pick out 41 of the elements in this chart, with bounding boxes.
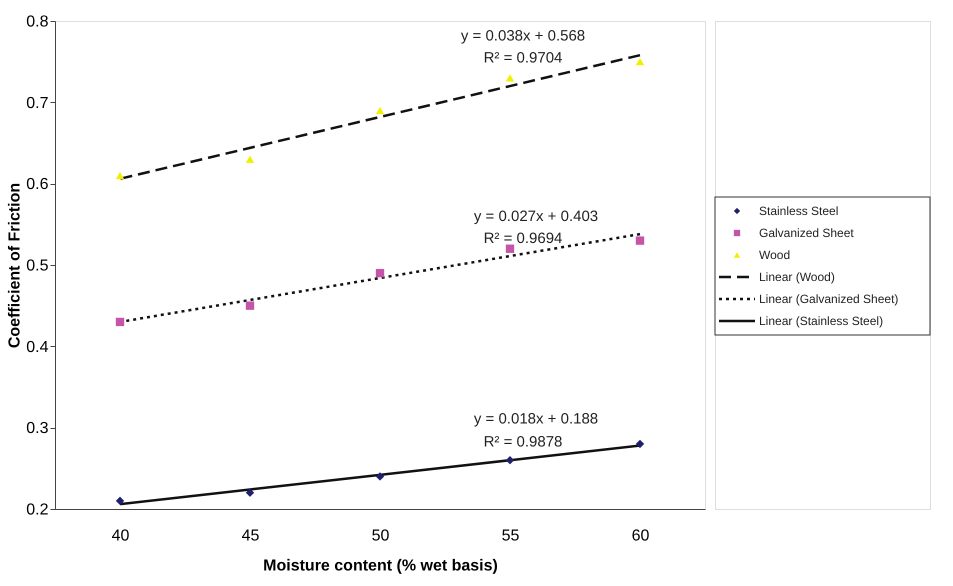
x-tick-label: 45 xyxy=(242,528,260,544)
point xyxy=(116,172,124,180)
x-tick-label: 55 xyxy=(502,528,520,544)
point xyxy=(116,318,124,326)
x-tick-label: 60 xyxy=(632,528,650,544)
x-tick-label: 40 xyxy=(112,528,130,544)
legend-label: Linear (Stainless Steel) xyxy=(759,314,884,328)
annotation: R² = 0.9878 xyxy=(484,433,562,450)
point xyxy=(246,301,254,310)
legend-label: Wood xyxy=(759,248,790,262)
x-tick-label: 50 xyxy=(372,528,390,544)
point xyxy=(506,456,514,464)
y-tick-label: 0.4 xyxy=(26,338,49,356)
legend-label: Linear (Galvanized Sheet) xyxy=(759,292,898,306)
point xyxy=(246,156,254,163)
point xyxy=(636,58,644,66)
y-tick-label: 0.7 xyxy=(26,94,49,112)
annotation: y = 0.018x + 0.188 xyxy=(474,410,598,428)
point xyxy=(636,440,644,448)
point xyxy=(116,496,124,506)
annotation: R² = 0.9704 xyxy=(484,49,562,66)
annotation: R² = 0.9694 xyxy=(484,230,562,247)
y-axis-title: Coefficient of Friction xyxy=(6,182,24,348)
point xyxy=(376,106,384,114)
legend-label: Stainless Steel xyxy=(759,204,838,218)
y-tick-label: 0.3 xyxy=(26,420,49,438)
point xyxy=(506,244,514,253)
legend-label: Galvanized Sheet xyxy=(759,226,854,240)
y-tick-label: 0.2 xyxy=(26,502,49,518)
point xyxy=(246,488,254,497)
point xyxy=(376,472,384,481)
y-tick-label: 0.8 xyxy=(26,14,49,30)
annotation: y = 0.038x + 0.568 xyxy=(460,27,586,44)
point xyxy=(376,268,384,278)
x-axis-title: Moisture content (% wet basis) xyxy=(263,558,498,574)
y-tick-label: 0.5 xyxy=(26,258,49,274)
point xyxy=(506,74,514,82)
annotation: y = 0.027x + 0.403 xyxy=(474,208,598,225)
point xyxy=(636,236,644,245)
y-tick-label: 0.6 xyxy=(26,176,49,194)
legend-label: Linear (Wood) xyxy=(759,270,835,284)
